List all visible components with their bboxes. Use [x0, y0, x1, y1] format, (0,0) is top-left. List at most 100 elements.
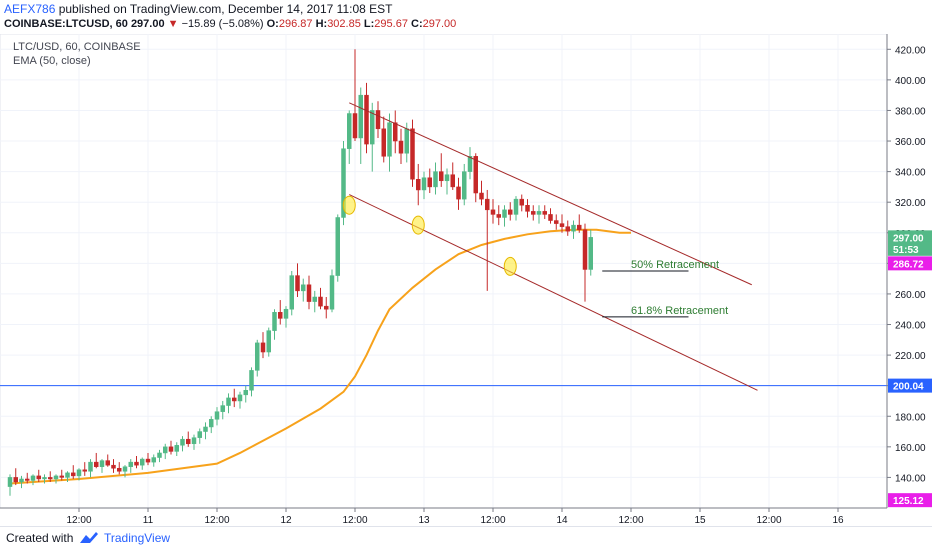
candle-body [439, 171, 444, 182]
down-arrow-icon: ▼ [167, 18, 179, 30]
publish-line: AEFX786 published on TradingView.com, De… [4, 2, 392, 16]
retracement-label: 61.8% Retracement [631, 305, 728, 317]
tradingview-brand[interactable]: TradingView [104, 531, 171, 545]
time-tick-label: 11 [143, 515, 154, 526]
time-tick-label: 12:00 [756, 515, 781, 526]
high-value: 302.85 [327, 18, 361, 30]
candle-body [456, 186, 461, 200]
price-tick-label: 320.00 [895, 198, 926, 209]
candle-body [352, 113, 358, 139]
hline-price-badge-bg [888, 378, 932, 393]
published-text: published on TradingView.com, December 1… [55, 2, 393, 16]
candle-body [278, 312, 283, 319]
candle-body [7, 477, 13, 487]
candle-body [59, 475, 64, 478]
price-tick-label: 180.00 [895, 412, 926, 423]
candle-body [324, 305, 329, 310]
candle-body [140, 458, 145, 466]
candle-body [404, 128, 409, 154]
candle-body [180, 438, 185, 446]
candle-body [295, 275, 300, 292]
tradingview-logo-icon[interactable] [78, 530, 100, 546]
candle-body [410, 128, 415, 180]
time-tick-label: 13 [418, 515, 430, 526]
price-tick-label: 160.00 [895, 443, 926, 454]
candle-body [13, 477, 18, 483]
candle-body [203, 426, 208, 432]
candle-body [289, 275, 294, 310]
candle-body [525, 205, 530, 212]
time-tick-label: 12 [280, 515, 292, 526]
chart-header: AEFX786 published on TradingView.com, De… [0, 0, 932, 34]
candle-body [157, 452, 162, 458]
candle-body [433, 171, 438, 188]
price-tick-label: 360.00 [895, 137, 926, 148]
candle-body [559, 223, 565, 227]
retracement-label: 50% Retracement [631, 259, 719, 271]
chart-grid [0, 34, 888, 509]
candle-body [508, 209, 513, 215]
retracement-annotations[interactable]: 50% Retracement 61.8% Retracement [602, 259, 728, 318]
candle-body [318, 296, 323, 307]
time-tick-label: 12:00 [204, 515, 229, 526]
candle-body [588, 237, 593, 270]
price-axis[interactable]: 140.00160.00180.00200.00220.00240.00260.… [886, 34, 932, 508]
candle-body [94, 461, 99, 467]
time-tick-label: 14 [556, 515, 568, 526]
candle-body [387, 122, 392, 157]
candle-body [243, 390, 248, 396]
candle-body [444, 174, 450, 182]
candle-body [272, 312, 277, 331]
open-value: 296.87 [278, 18, 313, 30]
low-label: L: [363, 18, 375, 30]
candle-body [513, 198, 519, 215]
price-tick-label: 340.00 [895, 168, 926, 179]
candle-body [531, 211, 536, 215]
time-tick-label: 15 [694, 515, 706, 526]
price-tick-label: 380.00 [895, 106, 926, 117]
candle-body [82, 469, 87, 472]
legend-ema: EMA (50, close) [13, 55, 91, 67]
candle-body [36, 475, 41, 480]
candle-body [450, 174, 455, 188]
time-axis[interactable]: 12:00 11 12:00 12 12:00 13 12:00 14 12:00 15 12:00… [0, 507, 887, 526]
candle-body [122, 466, 128, 472]
candle-body [364, 94, 369, 145]
close-value: 297.00 [422, 18, 457, 30]
candle-body [266, 330, 271, 353]
candle-body [335, 217, 340, 276]
candle-body [25, 478, 30, 481]
candle-body [117, 467, 122, 472]
candle-body [48, 477, 53, 480]
candle-body [174, 445, 179, 452]
time-tick-label: 12:00 [618, 515, 643, 526]
candlestick-series[interactable] [7, 49, 593, 496]
candle-body [347, 113, 352, 149]
candle-body [232, 397, 237, 402]
candle-body [191, 437, 197, 445]
candle-body [548, 214, 553, 221]
bottom-price-badge-bg [888, 493, 932, 508]
author-link[interactable]: AEFX786 [4, 2, 56, 16]
candle-body [542, 211, 547, 215]
price-tick-label: 140.00 [895, 473, 926, 484]
price-chart[interactable]: 50% Retracement 61.8% Retracement 140.00 1… [0, 34, 932, 526]
touch-marker [503, 256, 517, 276]
candle-body [416, 179, 421, 191]
candle-body [341, 148, 346, 218]
candle-body [381, 128, 386, 157]
ema-line[interactable] [9, 228, 631, 485]
low-value: 295.67 [374, 18, 408, 30]
candle-body [105, 460, 110, 466]
candle-body [329, 275, 335, 310]
last-price-badge: 297.00 [893, 233, 924, 244]
low-price-badge-bg [888, 256, 932, 271]
candle-body [554, 220, 559, 224]
candle-body [145, 458, 151, 463]
candle-body [71, 472, 76, 477]
candle-body [393, 122, 398, 142]
chart-legend: LTC/USD, 60, COINBASE EMA (50, close) [13, 40, 141, 68]
candle-body [479, 192, 484, 200]
created-with-text: Created with [6, 531, 74, 545]
candle-body [496, 214, 501, 218]
